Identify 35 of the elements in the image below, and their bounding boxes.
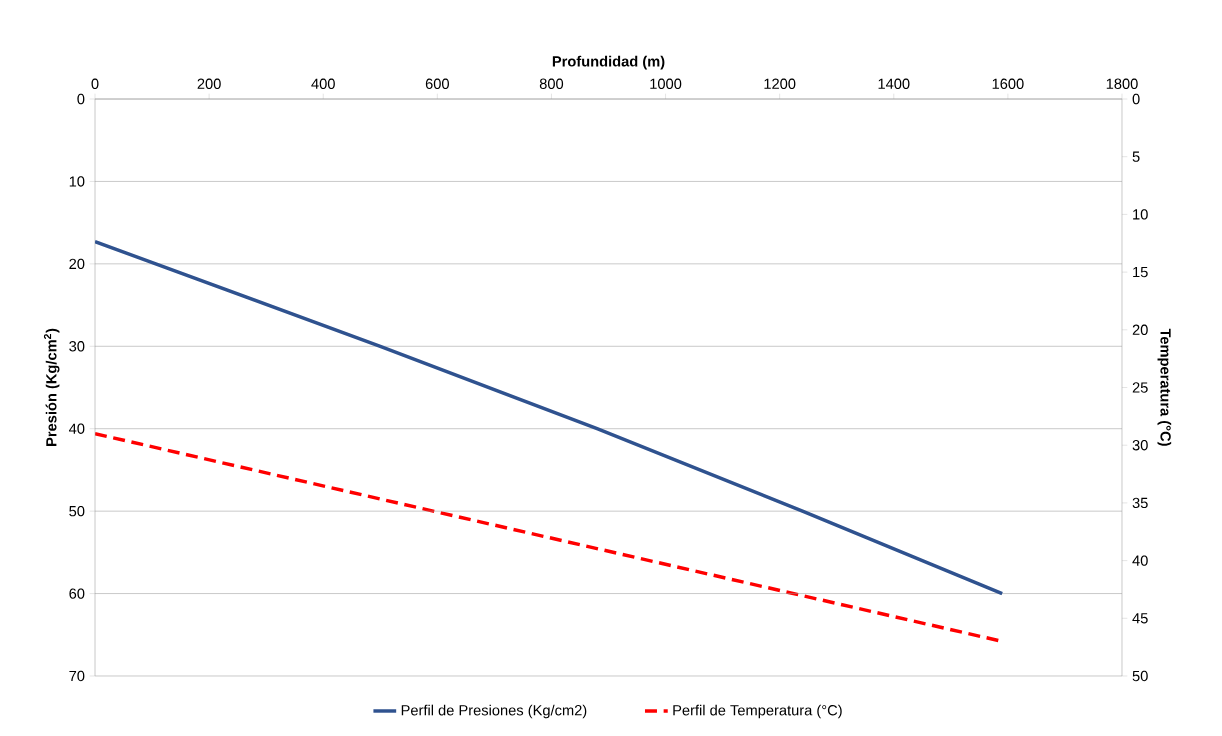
x-tick-label: 1200	[764, 78, 796, 89]
y-tick-label: 70	[69, 670, 85, 682]
legend-label: Perfil de Presiones (Kg/cm2)	[401, 704, 587, 719]
y-tick-label: 40	[68, 423, 85, 434]
y2-tick-label: 35	[1132, 497, 1148, 509]
x-tick-label: 200	[197, 78, 221, 89]
legend-label: Perfil de Temperatura (°C)	[673, 704, 842, 719]
y-axis-title: Presión (Kg/cm$^{2}$)	[43, 328, 60, 446]
y2-tick-label: 30	[1132, 440, 1148, 451]
y2-tick-label: 25	[1132, 382, 1148, 393]
x-tick-label: 1800	[1106, 78, 1138, 89]
y2-tick-label: 15	[1133, 267, 1148, 278]
y-tick-label: 0	[77, 93, 85, 105]
x-tick-label: 400	[311, 78, 335, 89]
y2-tick-label: 45	[1132, 613, 1148, 624]
y2-tick-label: 40	[1132, 555, 1148, 566]
y-tick-label: 10	[69, 176, 85, 187]
y2-axis-title: Temperatura (°C)	[1157, 328, 1172, 446]
y2-tick-label: 50	[1132, 670, 1148, 682]
y-tick-label: 50	[69, 505, 85, 517]
x-tick-label: 800	[539, 78, 564, 89]
x-tick-label: 1000	[650, 78, 682, 89]
x-tick-label: 1400	[878, 78, 910, 89]
y2-tick-label: 20	[1132, 324, 1148, 335]
y-tick-label: 30	[69, 341, 85, 352]
y2-tick-label: 10	[1133, 209, 1148, 220]
x-tick-label: 600	[425, 78, 449, 89]
y-tick-label: 20	[69, 258, 85, 270]
x-tick-label: 0	[91, 78, 99, 89]
y-tick-label: 60	[69, 588, 85, 599]
y2-tick-label: 5	[1132, 151, 1140, 162]
x-axis-title: Profundidad (m)	[552, 55, 665, 70]
x-tick-label: 1600	[992, 78, 1024, 89]
y2-tick-label: 0	[1132, 93, 1140, 105]
line-series	[95, 239, 1004, 596]
